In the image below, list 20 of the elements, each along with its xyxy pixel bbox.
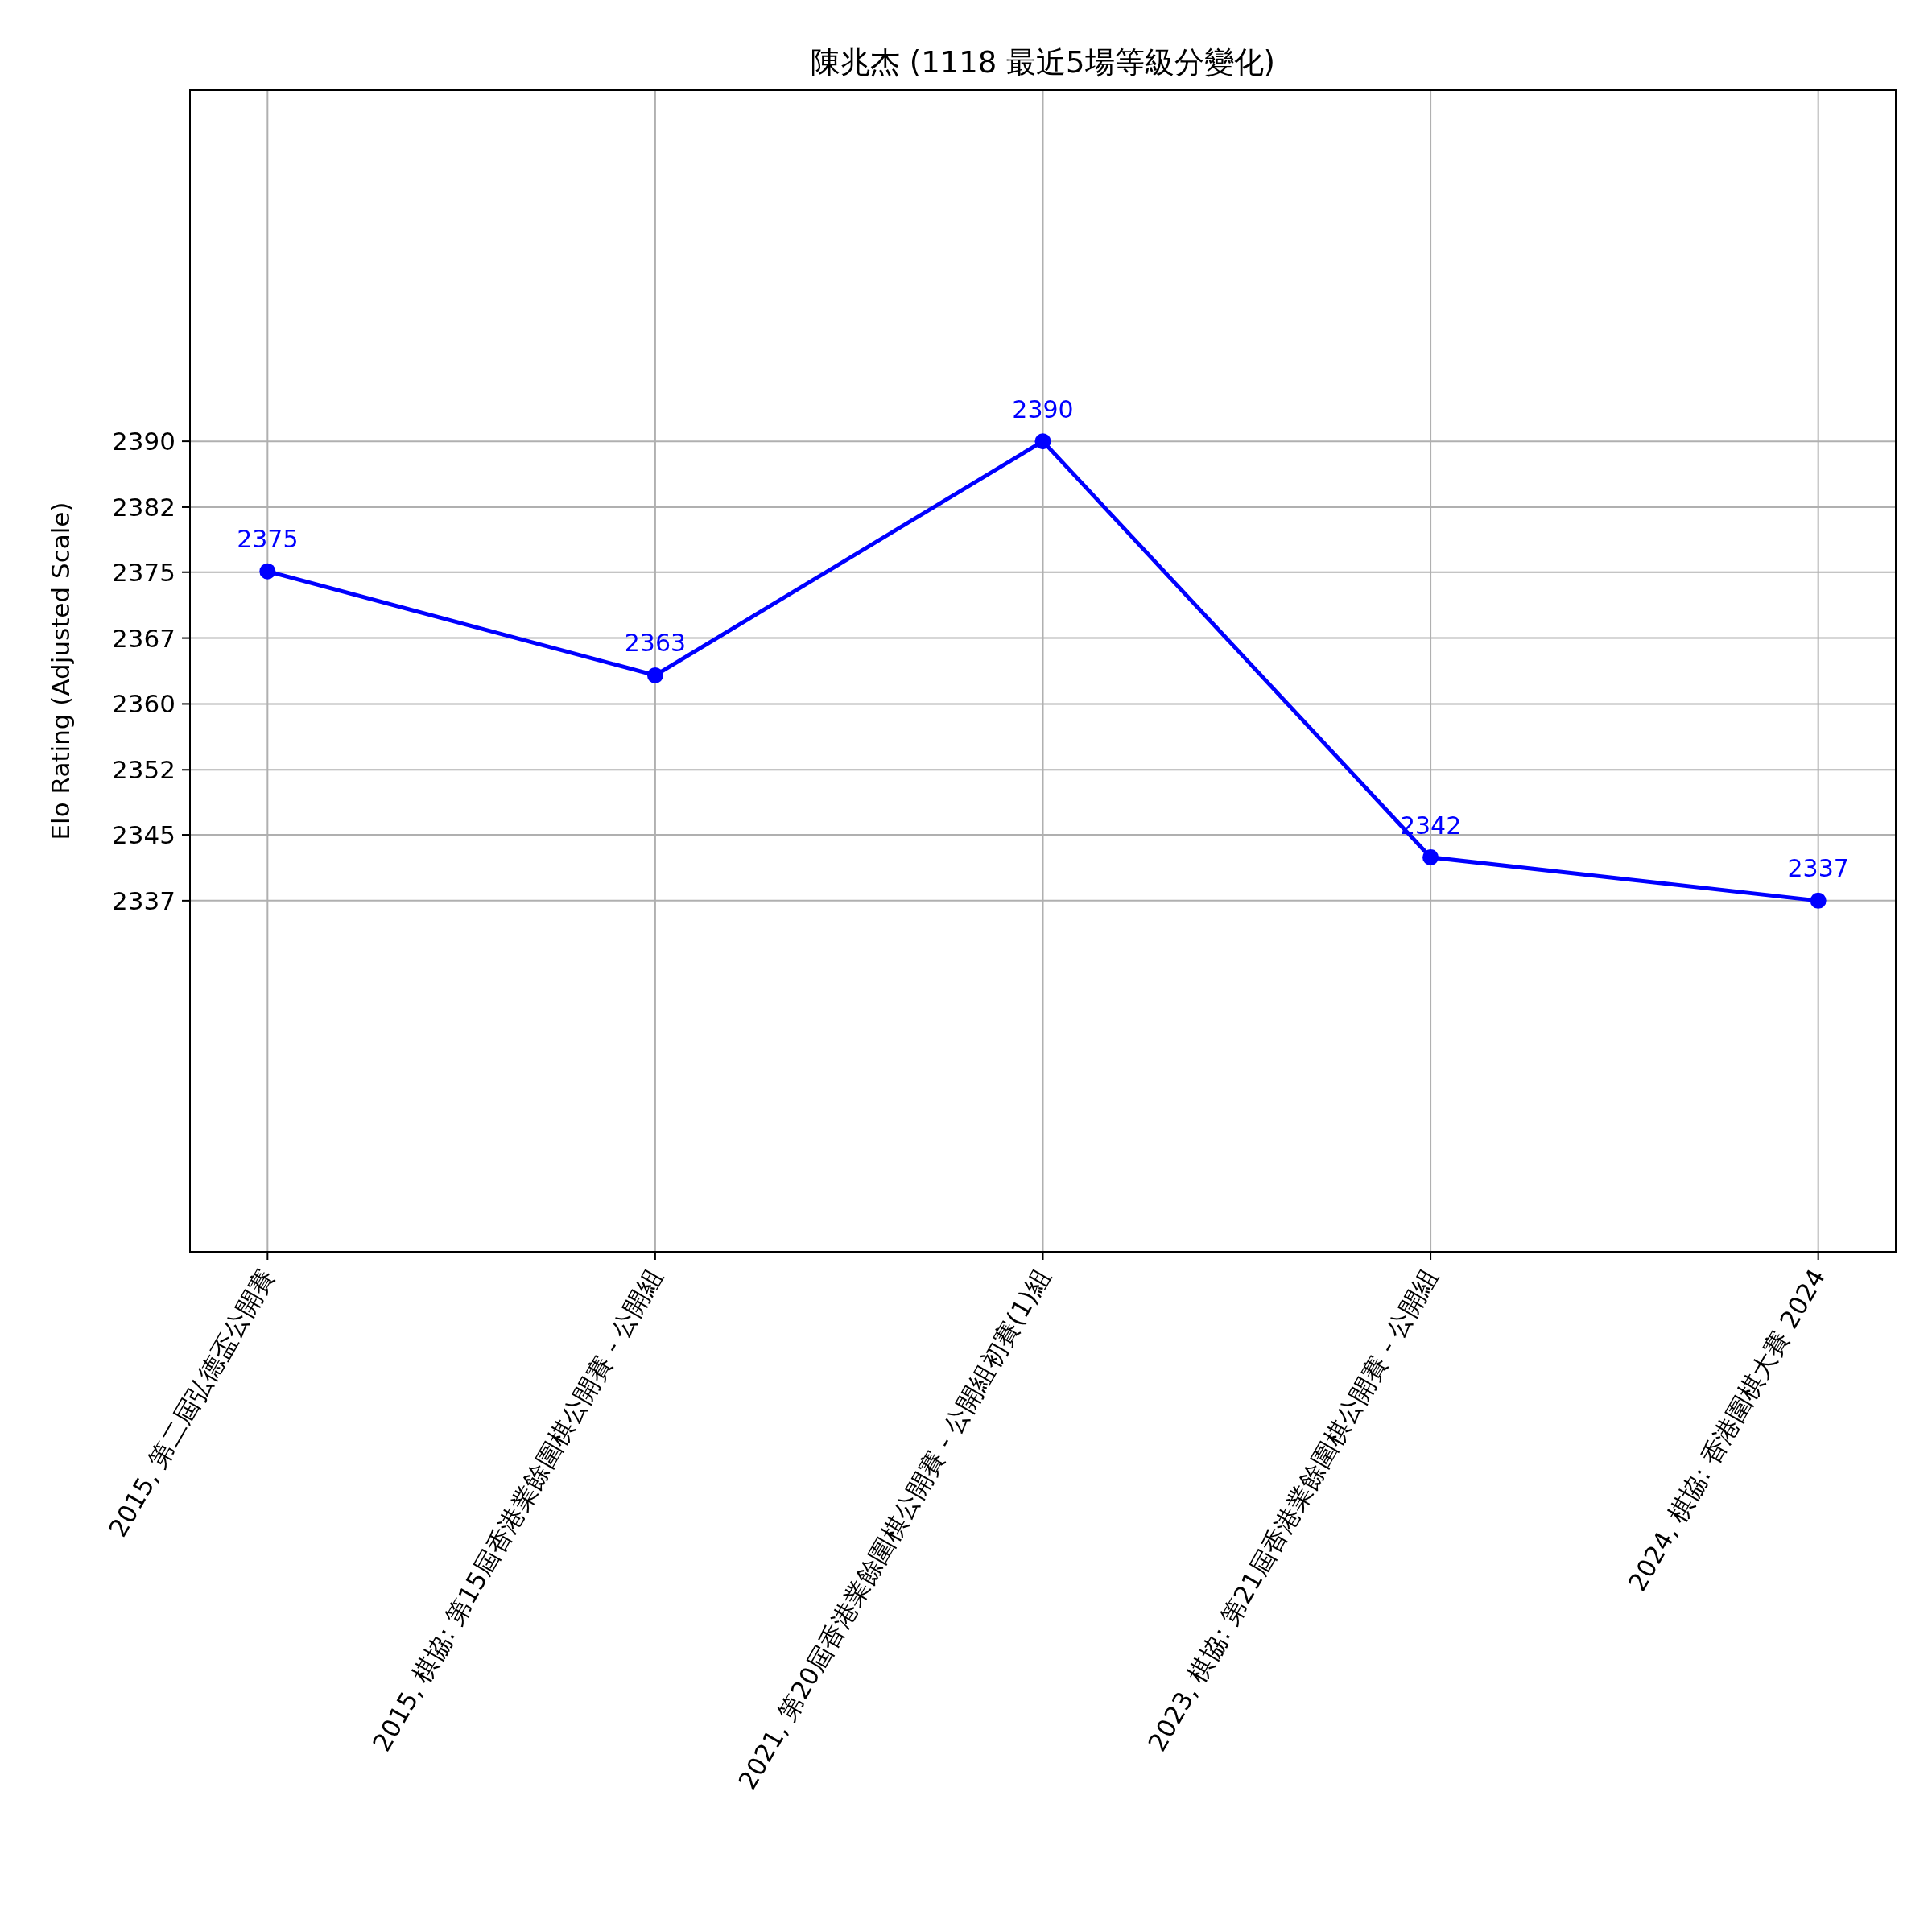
point — [1810, 892, 1827, 909]
data-label: 2390 — [1012, 394, 1074, 423]
y-tick-label: 2360 — [112, 689, 175, 719]
data-label: 2375 — [237, 525, 299, 554]
y-tick-label: 2345 — [112, 820, 175, 850]
y-tick-label: 2390 — [112, 427, 175, 456]
y-axis-title: Elo Rating (Adjusted Scale) — [46, 502, 75, 840]
y-tick-label: 2352 — [112, 755, 175, 785]
point — [646, 667, 663, 683]
y-tick-label: 2382 — [112, 492, 175, 522]
point — [1034, 433, 1051, 450]
point — [259, 563, 276, 580]
point — [1422, 849, 1439, 866]
data-label: 2363 — [624, 629, 687, 658]
y-tick-label: 2337 — [112, 886, 175, 915]
chart-title: 陳兆杰 (1118 最近5場等級分變化) — [810, 45, 1276, 80]
data-label: 2342 — [1399, 811, 1462, 840]
data-label: 2337 — [1787, 854, 1849, 883]
y-tick-label: 2375 — [112, 557, 175, 587]
y-tick-label: 2367 — [112, 623, 175, 653]
